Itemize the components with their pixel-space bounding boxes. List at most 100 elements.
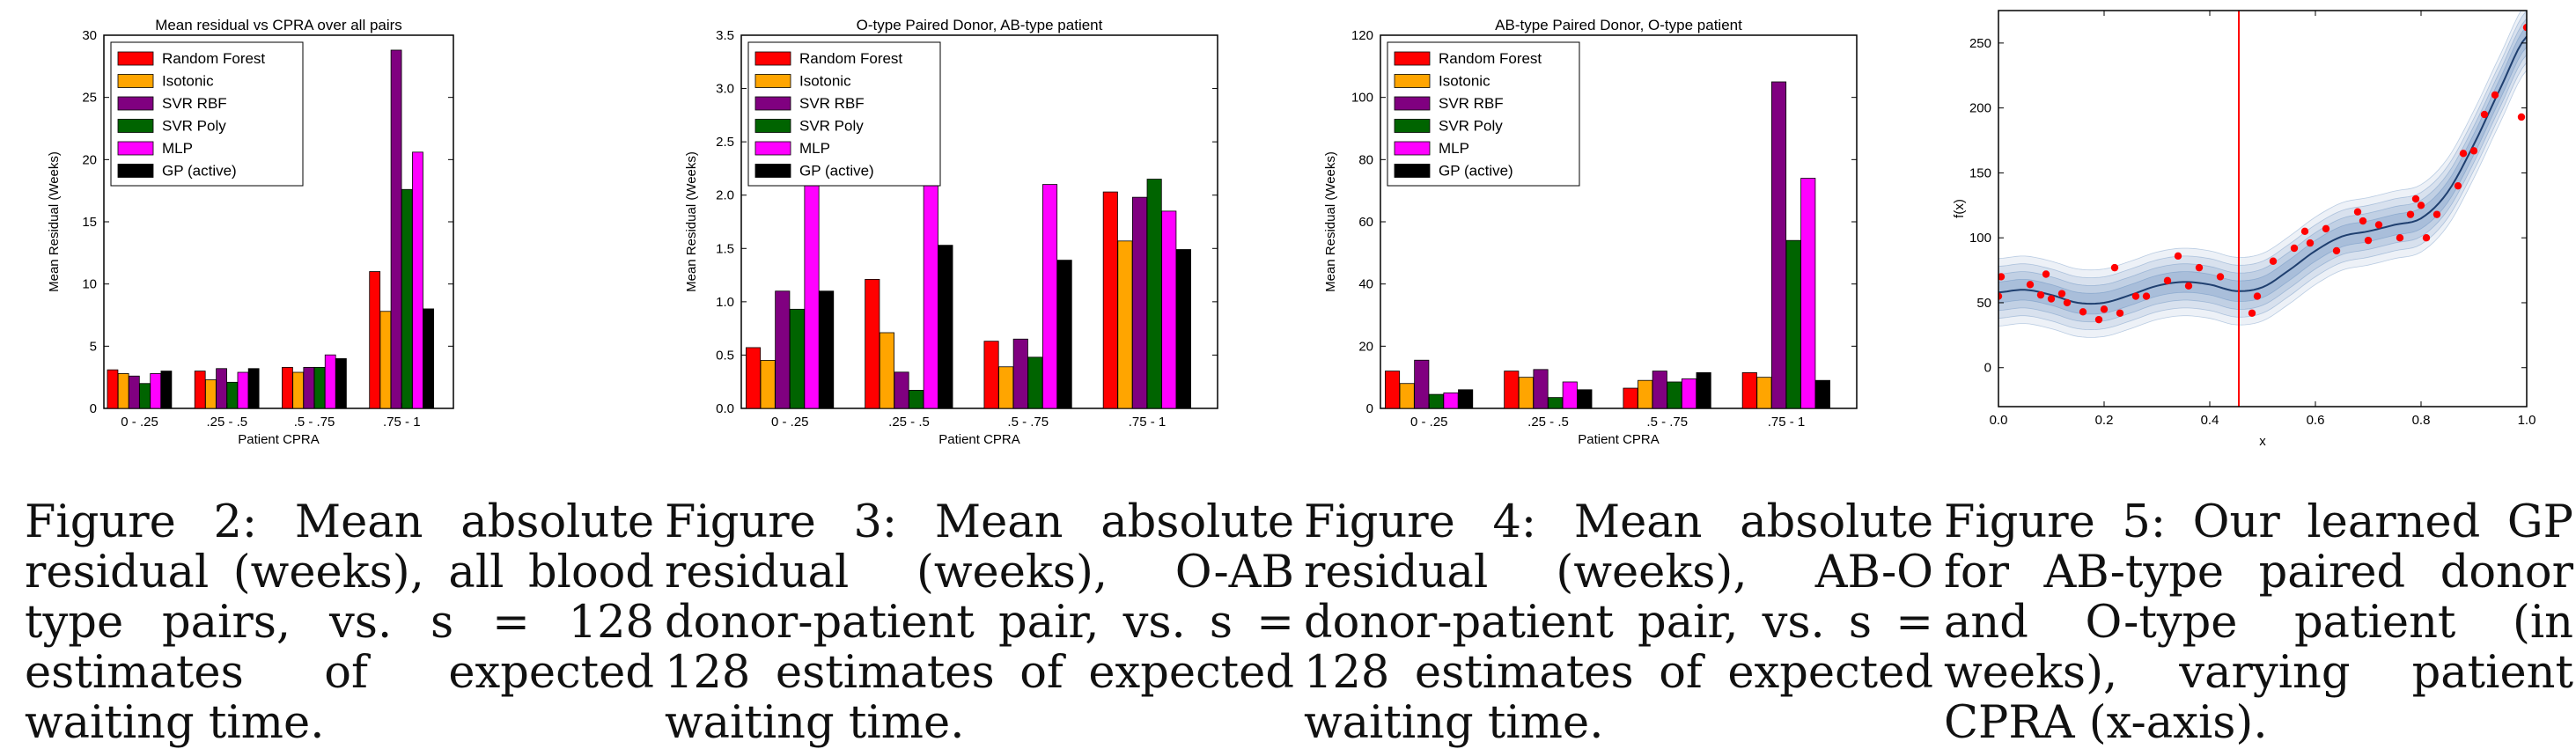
- gp-plot-area: [1998, 11, 2527, 407]
- legend-label: MLP: [799, 140, 830, 157]
- bar: [1428, 393, 1444, 409]
- x-tick-label: 0.4: [2201, 413, 2219, 428]
- bar: [1117, 240, 1133, 409]
- data-point: [2353, 208, 2362, 216]
- data-point: [2253, 292, 2262, 300]
- data-point: [2047, 295, 2056, 303]
- legend-swatch: [117, 74, 154, 88]
- bar: [1785, 239, 1801, 409]
- bar: [194, 371, 206, 409]
- data-point: [2174, 252, 2182, 261]
- x-axis-label: Patient CPRA: [238, 432, 320, 447]
- data-point: [2094, 315, 2103, 324]
- bar: [1504, 371, 1520, 409]
- x-tick-label: 0.8: [2412, 413, 2431, 428]
- y-tick-label: 100: [1351, 91, 1373, 106]
- y-tick-label: 1.0: [716, 295, 734, 310]
- bar: [746, 347, 762, 409]
- y-tick-label: 80: [1358, 152, 1373, 167]
- legend-swatch: [1394, 74, 1431, 88]
- data-point: [2411, 195, 2420, 203]
- bar: [139, 383, 151, 409]
- legend: Random Forest Isotonic SVR RBF SVR Poly MLP G…: [110, 41, 304, 187]
- figures-svg: Mean residual vs CPRA over all pairs 0 5 10…: [47, 10, 2536, 449]
- data-point: [2195, 263, 2204, 272]
- bar: [1623, 387, 1638, 409]
- bar: [1800, 178, 1816, 409]
- y-axis-label: f(x): [1952, 199, 1967, 218]
- legend-swatch: [754, 51, 791, 66]
- bar: [998, 366, 1014, 409]
- bar: [1027, 356, 1043, 409]
- x-tick-label: 0 - .25: [771, 415, 809, 430]
- plot-frame: [740, 34, 1218, 409]
- y-tick-label: 50: [1976, 296, 1991, 311]
- figure-4-caption: Figure 4: Mean absolute residual (weeks)…: [1304, 496, 1933, 749]
- y-tick-label: 150: [1969, 165, 1991, 180]
- data-point: [2042, 270, 2050, 278]
- legend-swatch: [754, 96, 791, 111]
- bar: [1638, 379, 1653, 409]
- bar: [1131, 196, 1148, 409]
- x-tick-label: 0 - .25: [1410, 415, 1448, 430]
- bar: [789, 308, 805, 409]
- bar: [1056, 260, 1072, 409]
- x-tick-label: .75 - 1: [1768, 415, 1806, 430]
- data-point: [2184, 282, 2193, 290]
- x-tick-label: .25 - .5: [206, 415, 247, 430]
- data-point: [2454, 181, 2462, 190]
- y-tick-label: 40: [1358, 277, 1373, 292]
- bar: [128, 375, 140, 409]
- bar: [303, 366, 315, 409]
- x-axis-label: Patient CPRA: [1578, 432, 1660, 447]
- bar: [379, 311, 392, 409]
- data-point: [2422, 233, 2431, 242]
- legend-label: SVR Poly: [162, 118, 226, 135]
- y-tick-label: 0.5: [716, 348, 734, 363]
- bar: [760, 360, 776, 409]
- gp-mean-curve: [1998, 35, 2527, 305]
- legend-label: SVR RBF: [162, 95, 227, 112]
- bar: [1146, 179, 1162, 409]
- confidence-band: [1998, 26, 2527, 315]
- bar: [1518, 377, 1534, 409]
- legend-swatch: [754, 74, 791, 88]
- bar: [107, 369, 119, 409]
- legend-label: SVR Poly: [1439, 118, 1503, 135]
- bar: [292, 371, 305, 409]
- bar: [1696, 371, 1711, 409]
- y-tick-label: 120: [1351, 28, 1373, 43]
- bar: [205, 379, 217, 409]
- data-point: [2322, 224, 2330, 233]
- data-point: [2100, 305, 2109, 313]
- bar: [804, 184, 820, 409]
- bar: [938, 245, 953, 409]
- legend-swatch: [1394, 119, 1431, 133]
- bar: [1012, 338, 1028, 409]
- y-tick-label: 0: [90, 401, 97, 416]
- bar: [775, 290, 791, 409]
- x-axis-label: x: [2259, 434, 2266, 449]
- legend-label: SVR Poly: [799, 118, 864, 135]
- bar: [1385, 371, 1401, 409]
- data-point: [2269, 257, 2278, 265]
- data-point: [2364, 236, 2373, 245]
- data-point: [2110, 263, 2119, 272]
- x-tick-label: .5 - .75: [1646, 415, 1688, 430]
- legend-swatch: [754, 119, 791, 133]
- chart-title: Mean residual vs CPRA over all pairs: [155, 17, 402, 33]
- y-tick-label: 250: [1969, 36, 1991, 51]
- data-point: [2396, 233, 2404, 242]
- bar: [216, 368, 227, 409]
- bar: [1741, 371, 1757, 409]
- legend-label: SVR RBF: [799, 95, 865, 112]
- data-point: [1998, 273, 2006, 281]
- data-point: [2480, 110, 2489, 119]
- x-tick-label: 0.2: [2095, 413, 2114, 428]
- x-tick-label: 0.0: [1990, 413, 2008, 428]
- data-point: [2163, 276, 2172, 285]
- y-axis-label: Mean Residual (Weeks): [47, 151, 62, 292]
- figure-5-caption: Figure 5: Our learned GP for AB-type pai…: [1944, 496, 2573, 749]
- chart-title: O-type Paired Donor, AB-type patient: [857, 17, 1103, 33]
- data-point: [2142, 292, 2151, 300]
